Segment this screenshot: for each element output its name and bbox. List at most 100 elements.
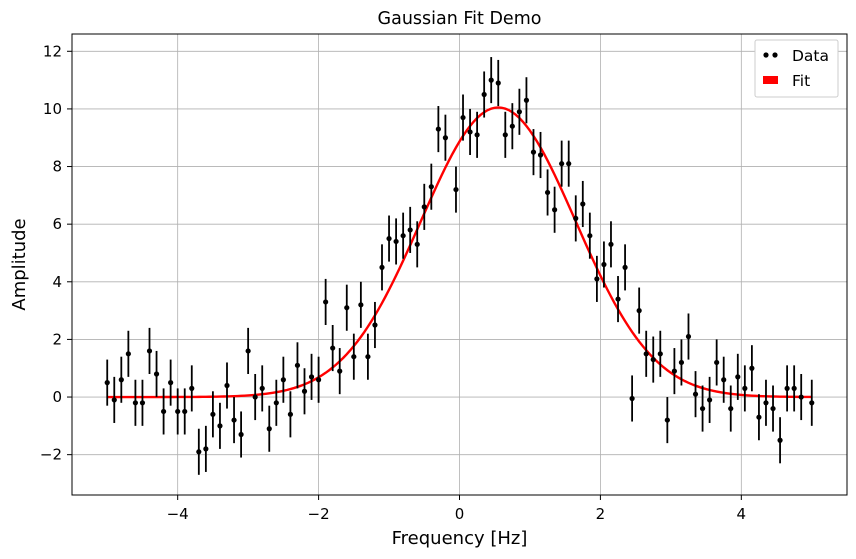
data-point [763,400,769,406]
legend-label-fit: Fit [792,72,810,90]
data-point [671,368,677,374]
legend-data-marker-right [772,52,778,58]
data-point [580,201,586,207]
data-point [721,377,727,383]
data-point [407,227,413,233]
legend-fit-swatch [763,76,778,84]
data-point [699,405,706,412]
x-tick-label: 2 [596,505,606,523]
data-point [523,97,530,103]
legend-label-data: Data [792,47,829,65]
data-point [664,417,670,423]
data-point [210,411,216,417]
data-point [594,276,600,282]
data-point [168,380,174,386]
legend-data-marker-left [763,52,769,58]
data-point [692,391,699,397]
fit-curve [107,106,812,399]
data-point [749,365,755,371]
data-point [104,380,110,386]
data-point [358,302,364,308]
y-axis-label: Amplitude [9,218,30,310]
data-point [125,351,131,357]
data-point [393,238,399,245]
y-tick-label: 10 [43,100,62,118]
y-tick-label: −2 [40,446,62,464]
fit-layer [107,106,812,399]
data-point [495,80,501,86]
x-axis-label: Frequency [Hz] [392,528,528,549]
data-point [217,423,223,429]
data-point [308,374,315,380]
data-point [685,333,692,340]
x-tick-label: 0 [455,505,465,523]
data-point [315,377,322,383]
data-point [132,400,139,406]
data-point [294,362,301,368]
data-point [421,204,427,210]
data-point [777,437,783,443]
data-point [287,411,294,417]
data-point [337,368,343,374]
y-tick-label: 6 [52,215,62,233]
data-point [559,161,565,167]
data-point [351,354,357,360]
data-point [231,417,237,423]
data-point [587,233,593,239]
data-point [657,351,663,357]
data-point [301,388,308,394]
data-point [365,354,371,360]
y-tick-label: 2 [52,330,62,348]
x-tick-label: 4 [737,505,747,523]
data-point [435,126,441,132]
data-point [756,414,762,420]
data-point [400,233,406,239]
data-point [544,189,551,196]
data-point [330,345,336,351]
data-point [573,215,579,221]
data-point [714,359,720,366]
data-point [189,385,195,391]
data-point [344,305,350,311]
data-point [566,161,572,167]
data-point [379,264,385,270]
data-point [386,235,392,242]
data-point [516,109,522,115]
y-tick-label: 8 [52,158,62,176]
data-point [552,207,558,213]
data-point [442,135,449,141]
data-point [453,186,459,193]
data-point [139,400,146,406]
data-point [509,123,515,129]
data-point [160,408,167,415]
data-point [182,408,188,415]
data-point [266,426,272,432]
data-point [770,405,776,412]
data-point [488,77,494,83]
data-point [460,114,466,121]
data-point [502,132,508,138]
data-layer [104,57,815,475]
data-point [791,385,797,391]
grid [72,34,847,495]
data-point [481,91,487,98]
data-point [245,348,251,354]
data-point [742,385,748,391]
x-tick-label: −4 [167,505,189,523]
data-point [601,261,607,268]
x-tick-label: −2 [308,505,330,523]
y-tick-label: 0 [52,388,62,406]
data-point [238,431,244,438]
data-point [636,308,642,314]
data-point [650,356,656,363]
ticks: −4 −2 0 2 4 −2 0 2 4 6 8 10 12 [40,42,746,523]
data-point [252,394,258,400]
data-point [203,446,209,452]
y-tick-label: 12 [43,42,62,60]
data-point [707,397,713,403]
chart-title: Gaussian Fit Demo [378,9,542,29]
data-point [537,152,544,158]
data-point [622,264,628,270]
